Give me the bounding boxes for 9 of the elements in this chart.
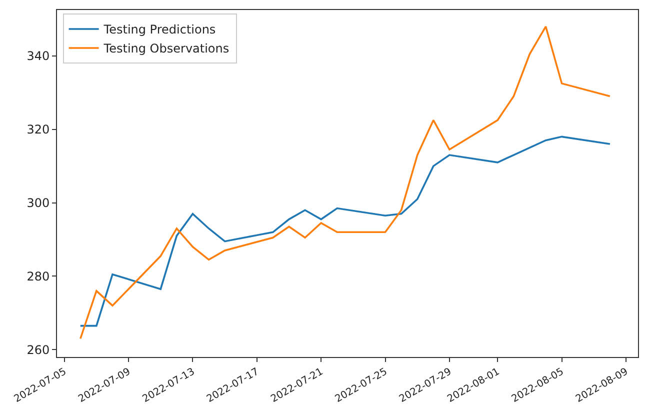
y-tick-label: 260	[26, 342, 50, 357]
y-tick-label: 280	[26, 269, 50, 284]
y-tick-label: 320	[26, 122, 50, 137]
y-tick-label: 340	[26, 49, 50, 64]
y-tick-label: 300	[26, 196, 50, 210]
line-series	[80, 26, 611, 340]
legend-label: Testing Observations	[102, 42, 230, 56]
line-series	[80, 136, 611, 327]
legend-label: Testing Predictions	[102, 22, 216, 37]
